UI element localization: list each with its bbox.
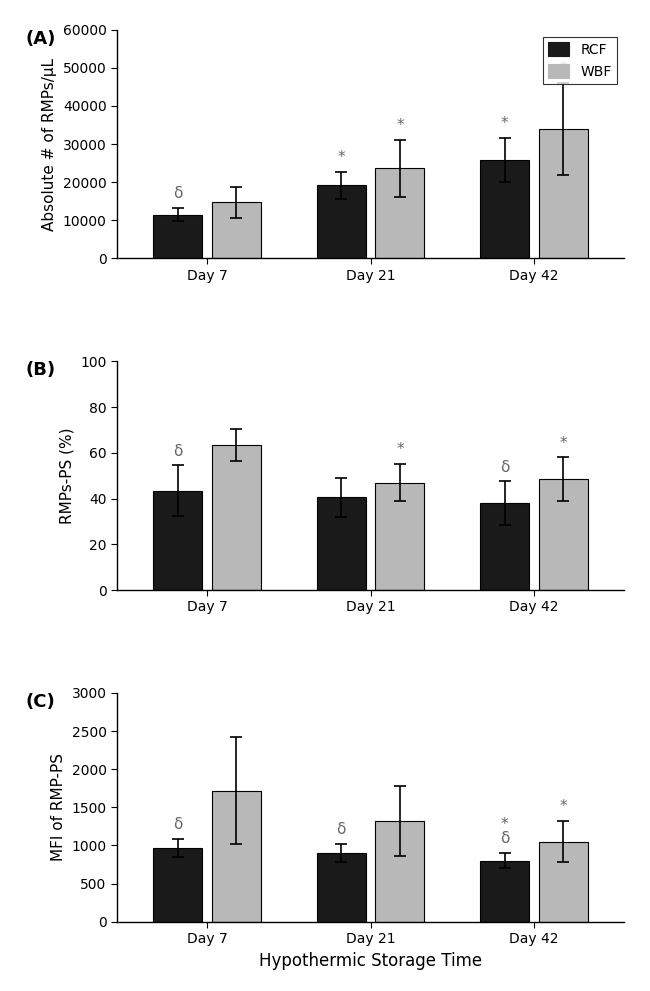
Text: (B): (B)	[26, 362, 56, 380]
Bar	[539, 129, 588, 259]
Y-axis label: Absolute # of RMPs/μL: Absolute # of RMPs/μL	[42, 57, 57, 231]
Bar	[480, 860, 529, 922]
Bar	[539, 841, 588, 922]
Y-axis label: RMPs-PS (%): RMPs-PS (%)	[60, 427, 75, 524]
Text: *: *	[560, 435, 567, 451]
Bar	[376, 168, 424, 259]
Text: (C): (C)	[26, 693, 55, 711]
Bar	[153, 847, 202, 922]
Bar	[153, 215, 202, 259]
Text: δ: δ	[336, 822, 346, 837]
Bar	[212, 791, 261, 922]
Text: *: *	[560, 799, 567, 815]
Text: δ: δ	[173, 444, 182, 459]
Bar	[480, 161, 529, 259]
Bar	[212, 202, 261, 259]
Text: *: *	[560, 61, 567, 76]
Text: δ: δ	[500, 831, 510, 846]
Bar	[539, 479, 588, 590]
Bar	[376, 821, 424, 922]
Bar	[212, 445, 261, 590]
Bar	[317, 497, 365, 590]
Text: δ: δ	[173, 186, 182, 201]
Bar	[153, 491, 202, 590]
Text: *: *	[396, 442, 404, 458]
Y-axis label: MFI of RMP-PS: MFI of RMP-PS	[51, 753, 66, 861]
Bar	[317, 185, 365, 259]
Bar	[376, 483, 424, 590]
Text: *: *	[500, 116, 508, 131]
Legend: RCF, WBF: RCF, WBF	[543, 37, 617, 84]
Text: δ: δ	[173, 817, 182, 831]
Text: *: *	[500, 818, 508, 832]
Text: *: *	[396, 118, 404, 133]
X-axis label: Hypothermic Storage Time: Hypothermic Storage Time	[259, 951, 482, 969]
Text: *: *	[337, 150, 345, 165]
Bar	[480, 503, 529, 590]
Text: (A): (A)	[26, 30, 56, 48]
Text: δ: δ	[500, 460, 510, 475]
Bar	[317, 853, 365, 922]
